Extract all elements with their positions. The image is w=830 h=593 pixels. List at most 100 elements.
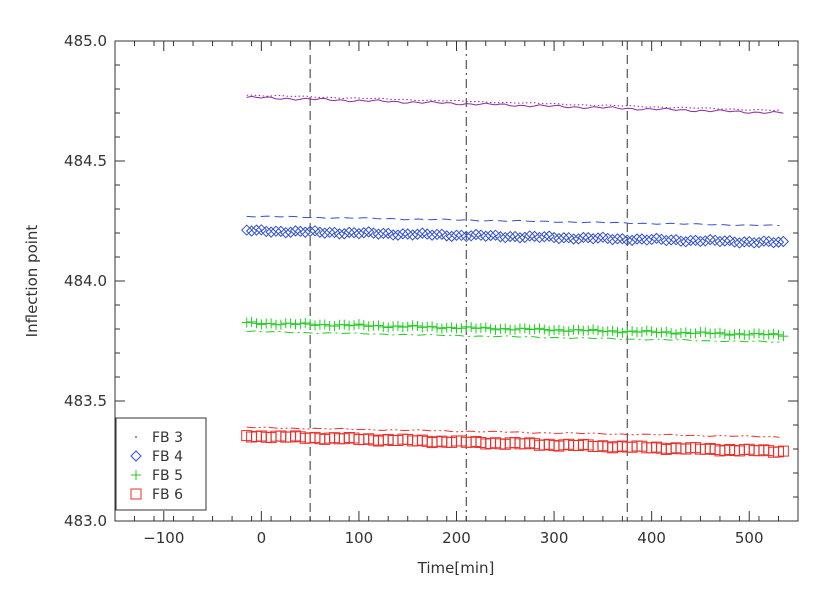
series-line xyxy=(246,94,780,112)
y-tick-label: 483.5 xyxy=(64,392,107,410)
data-point xyxy=(738,236,751,248)
data-point xyxy=(431,322,442,333)
data-point xyxy=(344,320,355,331)
data-point xyxy=(592,232,604,244)
data-point xyxy=(710,328,721,339)
data-point xyxy=(577,231,590,244)
data-point xyxy=(402,228,414,240)
data-point xyxy=(587,233,599,245)
data-point xyxy=(553,232,565,245)
data-point xyxy=(719,235,731,247)
data-point xyxy=(387,229,399,241)
data-point xyxy=(446,322,457,333)
series-line xyxy=(246,426,780,438)
data-point xyxy=(284,226,297,238)
data-point xyxy=(675,235,687,247)
data-point xyxy=(470,228,482,241)
data-point xyxy=(319,227,331,239)
data-point xyxy=(416,227,429,239)
series-fb-3 xyxy=(246,94,784,114)
data-point xyxy=(753,236,765,249)
data-point xyxy=(617,327,628,338)
legend-label: FB 3 xyxy=(152,430,183,446)
data-point xyxy=(734,328,745,339)
data-point xyxy=(636,233,648,245)
data-point xyxy=(690,328,701,339)
data-point xyxy=(349,320,360,331)
y-tick-label: 485.0 xyxy=(64,32,107,50)
data-point xyxy=(485,323,496,334)
data-point xyxy=(548,231,560,244)
data-point xyxy=(348,226,360,239)
data-point xyxy=(573,324,584,335)
data-point xyxy=(285,318,296,329)
x-tick-label: 100 xyxy=(345,529,374,547)
x-tick-label: 500 xyxy=(735,529,764,547)
data-point xyxy=(636,326,647,337)
y-axis-label: Inflection point xyxy=(23,225,41,338)
data-point xyxy=(475,322,486,333)
data-point xyxy=(304,225,316,238)
data-point xyxy=(329,321,340,332)
data-point xyxy=(241,224,253,236)
data-point xyxy=(465,230,477,242)
legend-item-fb-6: FB 6 xyxy=(130,487,183,503)
data-point xyxy=(275,319,286,330)
data-point xyxy=(733,237,746,249)
series-fb-6 xyxy=(241,426,789,458)
data-point xyxy=(407,320,418,331)
data-point xyxy=(519,323,530,334)
series-line xyxy=(246,330,780,343)
data-point xyxy=(353,227,365,240)
data-point xyxy=(665,234,677,246)
data-point xyxy=(339,319,350,330)
data-point xyxy=(441,230,453,242)
data-point xyxy=(699,235,712,247)
data-point xyxy=(338,228,350,240)
data-point xyxy=(256,319,267,330)
x-tick-label: 300 xyxy=(540,529,569,547)
data-point xyxy=(773,329,784,340)
y-tick-label: 484.5 xyxy=(64,152,107,170)
data-point xyxy=(607,325,618,336)
data-point xyxy=(534,323,545,334)
data-point xyxy=(246,316,257,327)
data-point xyxy=(431,228,443,241)
data-point xyxy=(406,229,419,241)
legend-marker xyxy=(130,488,142,500)
data-point xyxy=(421,228,433,240)
data-point xyxy=(372,228,385,240)
data-point xyxy=(650,232,663,245)
data-point xyxy=(680,236,692,248)
data-point xyxy=(427,321,438,332)
data-point xyxy=(245,225,258,237)
data-point xyxy=(583,325,594,336)
data-point xyxy=(412,321,423,332)
data-point xyxy=(367,227,380,239)
data-point xyxy=(523,230,536,242)
data-point xyxy=(671,329,682,340)
data-point xyxy=(768,328,779,339)
data-point xyxy=(353,319,364,330)
data-point xyxy=(411,228,424,240)
data-point xyxy=(289,225,302,237)
data-point xyxy=(466,322,477,333)
data-point xyxy=(392,321,403,332)
data-point xyxy=(558,232,570,244)
data-point xyxy=(397,228,409,240)
data-point xyxy=(758,235,770,247)
x-tick-label: 200 xyxy=(442,529,471,547)
data-point xyxy=(436,323,447,334)
data-point xyxy=(362,226,375,238)
data-point xyxy=(499,231,511,244)
data-point xyxy=(294,225,307,238)
data-point xyxy=(378,321,389,332)
data-point xyxy=(602,232,614,245)
data-point xyxy=(567,233,580,245)
data-point xyxy=(251,318,262,329)
data-point xyxy=(778,331,789,342)
data-point xyxy=(295,318,306,329)
y-tick-label: 484.0 xyxy=(64,272,107,290)
data-point xyxy=(333,228,346,240)
data-point xyxy=(680,327,691,338)
